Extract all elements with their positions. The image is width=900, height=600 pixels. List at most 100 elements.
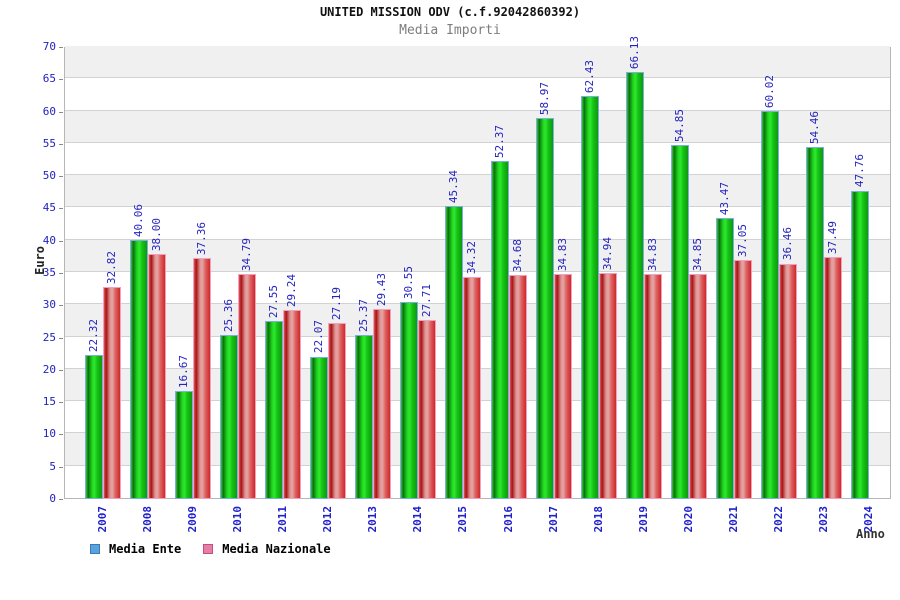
bar-media-ente-2016: [490, 160, 509, 499]
bar-value-label: 40.06: [132, 204, 146, 238]
bar-media-nazionale-2012: [328, 323, 347, 499]
bar-media-ente-2023: [805, 147, 824, 499]
x-tick-label: 2012: [321, 506, 335, 533]
bar-value-label: 29.43: [375, 272, 389, 306]
bar-value-label: 34.79: [240, 238, 254, 272]
y-tick-mark: [59, 305, 63, 307]
bar-value-label: 27.71: [420, 283, 434, 318]
x-tick-label: 2016: [501, 506, 515, 533]
bar-media-nazionale-2023: [823, 256, 842, 499]
y-tick-mark: [59, 402, 63, 404]
gridline: [65, 109, 890, 111]
x-tick-label: 2008: [141, 506, 155, 533]
bar-media-ente-2021: [715, 218, 734, 499]
bar-media-ente-2008: [130, 240, 149, 499]
legend-label-media-ente: Media Ente: [109, 542, 182, 556]
legend-item-media-nazionale: Media Nazionale: [203, 542, 331, 556]
x-tick-label: 2022: [771, 506, 785, 533]
bar-value-label: 34.85: [690, 237, 704, 271]
y-tick-label: 15: [42, 395, 56, 409]
bar-value-label: 58.97: [537, 82, 551, 116]
x-tick-label: 2021: [726, 506, 740, 533]
bar-media-nazionale-2011: [283, 310, 302, 499]
plot-band: [65, 175, 890, 208]
bar-value-label: 47.76: [853, 154, 867, 188]
gridline: [65, 206, 890, 208]
bar-media-ente-2022: [760, 111, 779, 499]
x-tick-label: 2007: [96, 506, 109, 533]
bar-media-ente-2019: [625, 72, 644, 499]
bar-value-label: 34.32: [465, 241, 479, 275]
bar-value-label: 54.46: [807, 111, 821, 145]
bar-value-label: 22.07: [312, 320, 326, 354]
x-tick-label: 2013: [366, 506, 380, 533]
bar-value-label: 43.47: [717, 182, 731, 216]
y-tick-mark: [59, 79, 63, 81]
bar-media-ente-2014: [400, 301, 419, 499]
x-tick-label: 2023: [816, 506, 830, 533]
bar-value-label: 45.34: [447, 170, 461, 204]
y-tick-label: 60: [42, 104, 56, 118]
plot-band: [65, 46, 890, 79]
bar-media-nazionale-2016: [508, 275, 527, 499]
gridline: [65, 271, 890, 272]
bar-value-label: 37.36: [195, 221, 209, 255]
bar-value-label: 34.68: [510, 238, 524, 273]
y-tick-mark: [59, 240, 63, 242]
y-tick-label: 0: [49, 492, 56, 505]
y-tick-label: 50: [42, 169, 56, 183]
bar-value-label: 27.19: [330, 287, 344, 321]
bar-value-label: 22.32: [87, 318, 100, 352]
bar-value-label: 30.55: [402, 265, 416, 299]
bar-media-ente-2009: [175, 391, 194, 499]
x-tick-label: 2009: [186, 506, 200, 533]
bar-media-ente-2013: [355, 335, 374, 499]
plot-band: [65, 142, 890, 176]
legend: Media Ente Media Nazionale: [90, 542, 331, 556]
bar-value-label: 16.67: [177, 355, 191, 389]
bar-value-label: 27.55: [267, 284, 281, 319]
x-tick-label: 2020: [681, 506, 695, 533]
x-tick-label: 2011: [276, 506, 290, 533]
y-tick-mark: [59, 273, 63, 274]
bar-media-nazionale-2015: [463, 277, 482, 499]
bar-value-label: 34.83: [555, 237, 569, 272]
bar-media-nazionale-2018: [598, 273, 617, 499]
media-ente-swatch-icon: [90, 544, 100, 554]
bar-media-ente-2011: [265, 321, 284, 499]
y-tick-mark: [59, 466, 63, 468]
bar-media-ente-2024: [851, 190, 870, 499]
gridline: [65, 238, 890, 240]
legend-label-media-nazionale: Media Nazionale: [222, 542, 331, 556]
bar-media-ente-2012: [310, 356, 329, 499]
chart-subtitle: Media Importi: [399, 23, 501, 38]
bar-media-nazionale-2021: [733, 259, 752, 499]
bar-value-label: 60.02: [762, 75, 776, 109]
y-tick-label: 25: [42, 330, 56, 344]
y-tick-mark: [59, 47, 63, 48]
bar-value-label: 62.43: [582, 59, 596, 93]
y-tick-mark: [59, 111, 63, 113]
bar-value-label: 66.13: [627, 35, 641, 69]
bar-value-label: 34.83: [645, 237, 659, 272]
y-tick-label: 70: [42, 40, 56, 53]
y-tick-label: 10: [42, 427, 56, 441]
bar-media-ente-2020: [670, 144, 689, 499]
bar-value-label: 37.49: [825, 220, 839, 254]
bar-media-nazionale-2017: [553, 274, 572, 499]
plot-band: [65, 78, 890, 111]
bar-media-nazionale-2008: [148, 253, 167, 499]
bar-media-nazionale-2022: [778, 263, 797, 499]
plot-band: [65, 110, 890, 143]
bar-media-nazionale-2009: [193, 257, 212, 499]
bar-value-label: 37.05: [735, 223, 749, 257]
y-tick-mark: [59, 337, 63, 339]
y-tick-label: 40: [42, 233, 56, 247]
bar-value-label: 32.82: [105, 250, 118, 285]
x-axis-title: Anno: [856, 527, 885, 541]
y-tick-label: 30: [42, 298, 56, 312]
bar-media-nazionale-2013: [373, 308, 392, 499]
x-tick-label: 2018: [591, 506, 605, 533]
bar-value-label: 52.37: [492, 124, 506, 158]
bar-media-nazionale-2020: [688, 273, 707, 499]
